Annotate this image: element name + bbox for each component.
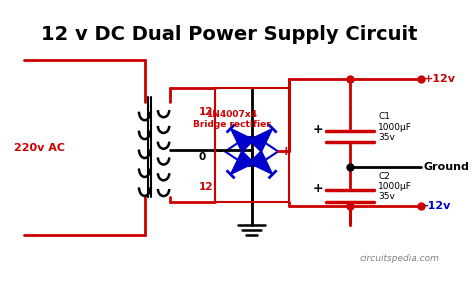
Polygon shape — [249, 151, 273, 174]
Bar — [215, 88, 289, 201]
Text: circuitspedia.com: circuitspedia.com — [360, 254, 440, 263]
Text: C1
1000μF
35v: C1 1000μF 35v — [378, 112, 412, 142]
Polygon shape — [230, 128, 254, 152]
Polygon shape — [249, 128, 273, 152]
Text: +: + — [313, 182, 324, 195]
Text: +12v: +12v — [424, 74, 456, 83]
Text: Ground: Ground — [424, 162, 470, 171]
Text: 12: 12 — [199, 182, 213, 192]
Text: +: + — [313, 123, 324, 136]
Text: 0: 0 — [199, 152, 206, 162]
Text: 12 v DC Dual Power Supply Circuit: 12 v DC Dual Power Supply Circuit — [41, 25, 417, 44]
Text: C2
1000μF
35v: C2 1000μF 35v — [378, 171, 412, 201]
Text: 12: 12 — [199, 107, 213, 117]
Text: 1N4007x4
Bridge rectifier: 1N4007x4 Bridge rectifier — [193, 110, 271, 129]
Text: 220v AC: 220v AC — [14, 143, 65, 153]
Polygon shape — [230, 151, 254, 174]
Text: -: - — [217, 145, 222, 158]
Text: -12v: -12v — [424, 201, 451, 211]
Text: +: + — [281, 145, 292, 158]
